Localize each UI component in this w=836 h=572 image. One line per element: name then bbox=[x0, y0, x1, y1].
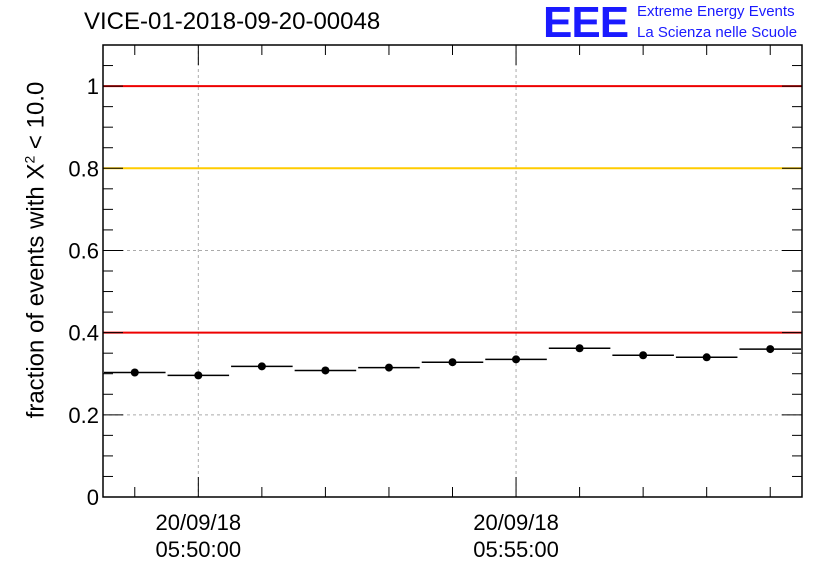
data-point bbox=[512, 355, 521, 364]
y-tick-label: 0 bbox=[87, 485, 99, 510]
data-point bbox=[702, 353, 711, 362]
data-point bbox=[766, 345, 775, 354]
data-point bbox=[448, 358, 457, 367]
x-tick-label-time: 05:50:00 bbox=[155, 537, 241, 562]
data-point bbox=[384, 363, 393, 372]
data-point bbox=[130, 368, 139, 377]
x-tick-label-time: 05:55:00 bbox=[473, 537, 559, 562]
y-tick-label: 1 bbox=[87, 74, 99, 99]
data-point bbox=[575, 344, 584, 353]
y-tick-label: 0.6 bbox=[68, 238, 99, 263]
logo-line-extreme-energy-events: Extreme Energy Events bbox=[637, 3, 795, 20]
eee-logo: EEE bbox=[543, 0, 629, 47]
data-point bbox=[321, 366, 330, 375]
y-tick-label: 0.2 bbox=[68, 403, 99, 428]
y-tick-label: 0.4 bbox=[68, 321, 99, 346]
chart-title: VICE-01-2018-09-20-00048 bbox=[84, 8, 381, 35]
x-tick-label-date: 20/09/18 bbox=[155, 510, 241, 535]
data-point bbox=[194, 371, 203, 380]
logo-line-scienza-nelle-scuole: La Scienza nelle Scuole bbox=[637, 24, 798, 41]
plot-frame bbox=[102, 44, 803, 498]
x-tick-label-date: 20/09/18 bbox=[473, 510, 559, 535]
y-tick-label: 0.8 bbox=[68, 156, 99, 181]
data-point bbox=[639, 351, 648, 360]
data-point bbox=[257, 362, 266, 371]
